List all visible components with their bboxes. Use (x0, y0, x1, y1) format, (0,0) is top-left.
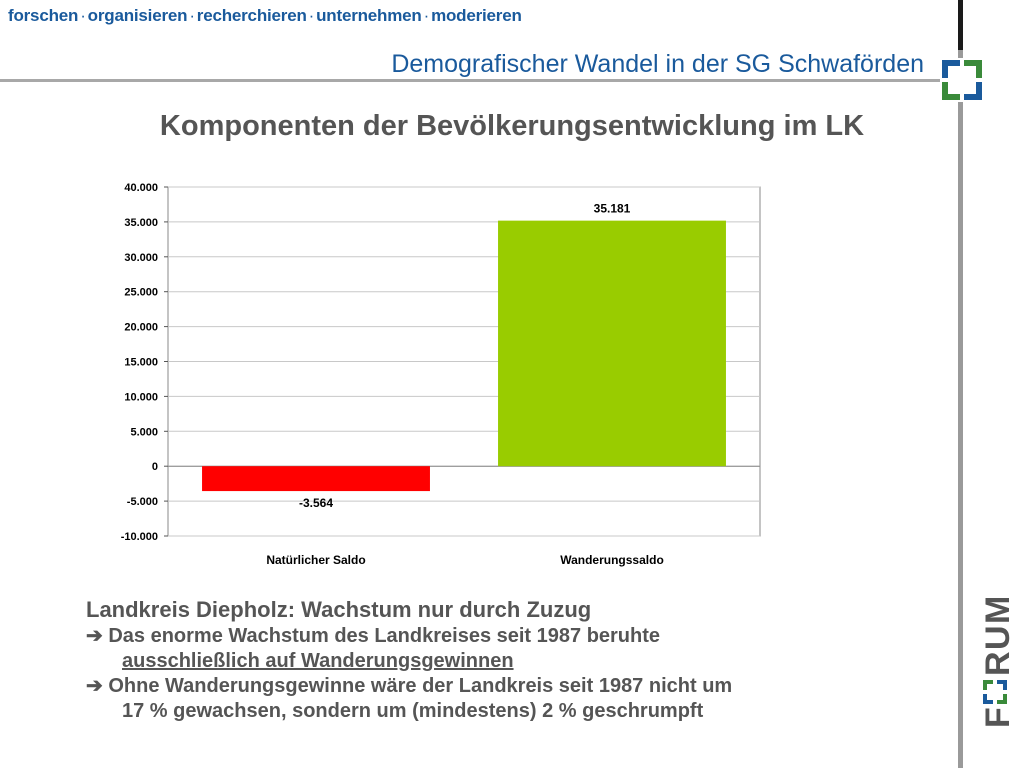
body-headline: Landkreis Diepholz: Wachstum nur durch Z… (86, 597, 592, 622)
logo-letter-r: R (982, 651, 1012, 676)
header-title: Demografischer Wandel in der SG Schwaför… (391, 50, 924, 78)
header-divider (0, 79, 940, 82)
bullet-1: ➔ Das enorme Wachstum des Landkreises se… (86, 624, 946, 649)
bar-2 (498, 220, 726, 467)
y-tick-label: -5.000 (127, 496, 158, 508)
y-tick-label: 35.000 (124, 217, 158, 229)
tagline-separator: · (189, 6, 195, 25)
x-tick-label: Natürlicher Saldo (266, 553, 365, 567)
right-border-bar-top (958, 0, 963, 50)
bullet-2: ➔ Ohne Wanderungsgewinne wäre der Landkr… (86, 674, 946, 699)
tagline-word-moderieren: moderieren (431, 6, 522, 25)
x-tick-label: Wanderungssaldo (560, 553, 664, 567)
y-tick-label: 40.000 (124, 182, 158, 194)
y-tick-label: 20.000 (124, 322, 158, 334)
arrow-right-icon: ➔ (86, 625, 103, 647)
bullet-2-text: Ohne Wanderungsgewinne wäre der Landkrei… (108, 675, 733, 697)
bullet-2-continuation: 17 % gewachsen, sondern um (mindestens) … (122, 700, 704, 722)
tagline-word-unternehmen: unternehmen (316, 6, 422, 25)
bar-chart: 40.000 35.000 30.000 25.000 20.000 15.000 10.0… (121, 182, 761, 567)
slide-title: Komponenten der Bevölkerungsentwicklung … (159, 110, 865, 142)
tagline-word-forschen: forschen (8, 6, 79, 25)
logo-letter-u: U (982, 625, 1012, 650)
bullet-1-emphasis: ausschließlich auf Wanderungsgewinnen (122, 650, 514, 672)
logo-letter-f: F (982, 707, 1012, 728)
y-tick-label: 0 (152, 461, 158, 473)
tagline: forschen · organisieren · recherchieren · unte… (8, 6, 522, 26)
tagline-separator: · (423, 6, 430, 25)
data-label: -3.564 (299, 496, 333, 510)
arrow-right-icon: ➔ (86, 675, 103, 697)
tagline-separator: · (308, 6, 315, 25)
y-tick-label: -10.000 (121, 531, 158, 543)
chart-container: 40.000 35.000 30.000 25.000 20.000 15.000 10.0… (90, 172, 780, 587)
body-text: Landkreis Diepholz: Wachstum nur durch Z… (86, 596, 946, 724)
bullet-1-text: Das enorme Wachstum des Landkreises seit… (108, 625, 661, 647)
y-tick-label: 15.000 (124, 357, 158, 369)
forum-logo-icon (940, 58, 984, 102)
forum-wordmark-logo: F R U M (982, 596, 1012, 728)
tagline-separator: · (80, 6, 86, 25)
tagline-word-organisieren: organisieren (87, 6, 188, 25)
bar-1 (202, 466, 430, 492)
logo-o-square-icon (983, 680, 1007, 704)
logo-letter-m: M (982, 596, 1012, 624)
right-border-bar (958, 0, 963, 768)
data-label: 35.181 (594, 202, 631, 216)
bullet-1-continuation: ausschließlich auf Wanderungsgewinnen (86, 649, 946, 674)
y-tick-label: 10.000 (124, 391, 158, 403)
y-tick-label: 5.000 (130, 426, 158, 438)
y-tick-label: 25.000 (124, 287, 158, 299)
y-tick-label: 30.000 (124, 252, 158, 264)
tagline-word-recherchieren: recherchieren (196, 6, 307, 25)
